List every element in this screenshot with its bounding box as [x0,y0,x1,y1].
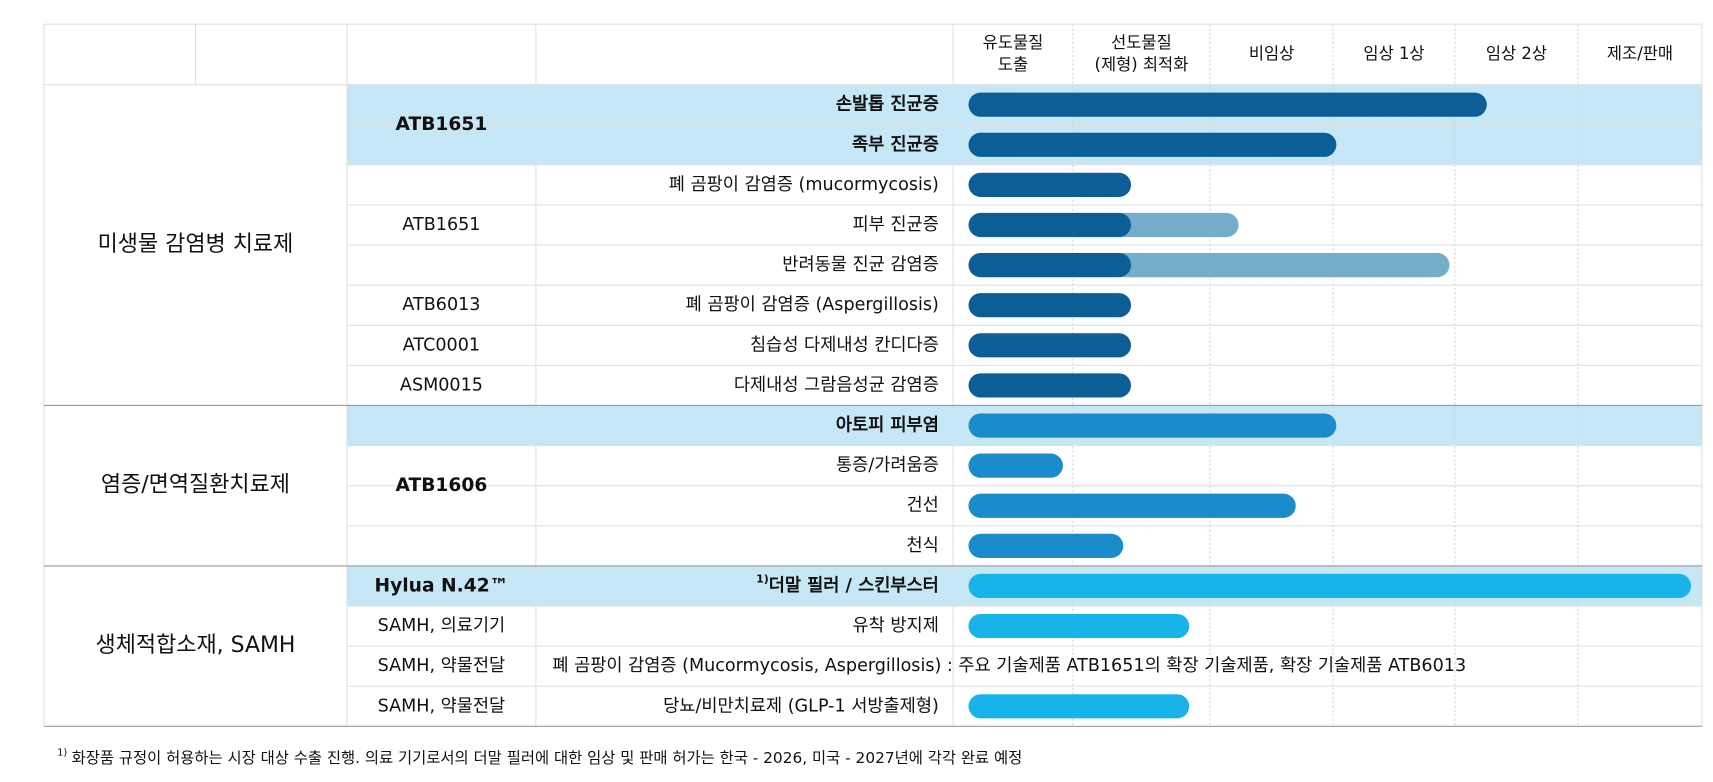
progress-bar [1109,253,1450,278]
indication-label: 당뇨/비만치료제 (GLP-1 서방출제형) [663,696,939,716]
footnote-text: 화장품 규정이 허용하는 시장 대상 수출 진행. 의료 기기로서의 더말 필러… [72,749,1023,767]
progress-bar [968,613,1190,639]
indication-text: 더말 필러 / 스킨부스터 [769,575,939,596]
product-label: ATB1606 [396,475,488,496]
stage-label: 임상 2상 [1486,44,1547,63]
progress-bar [1109,212,1239,238]
indication-label: 폐 곰팡이 감염증 (Mucormycosis, Aspergillosis) … [552,656,1466,676]
group-label: 염증/면역질환치료제 [101,473,290,498]
indication-label: 폐 곰팡이 감염증 (Aspergillosis) [686,295,939,315]
progress-bar [968,212,1132,238]
group-label: 생체적합소재, SAMH [96,633,296,658]
indication-label: 족부 진균증 [852,135,939,155]
product-label: ATB1651 [402,215,480,235]
indication-text: 폐 곰팡이 감염증 (Aspergillosis) [686,295,939,315]
progress-bar [968,172,1132,197]
indication-label: 아토피 피부염 [836,416,939,436]
stage-label: 유도물질 [983,33,1044,52]
stage-label: 제조/판매 [1607,44,1673,63]
indication-text: 폐 곰팡이 감염증 (mucormycosis) [669,175,939,195]
progress-bar [968,132,1337,157]
stage-label: 선도물질 [1111,33,1172,52]
progress-bar [968,533,1124,558]
indication-label: 손발톱 진균증 [836,95,939,115]
indication-text: 피부 진균증 [853,215,939,235]
indication-text: 다제내성 그람음성균 감염증 [734,375,939,395]
group-label: 미생물 감염병 치료제 [98,232,294,257]
product-label: SAMH, 의료기기 [378,616,506,636]
indication-label: 반려동물 진균 감염증 [782,255,939,275]
indication-label: 침습성 다제내성 칸디다증 [750,335,939,355]
indication-text: 건선 [907,496,939,516]
indication-text: 반려동물 진균 감염증 [782,255,939,275]
product-label: SAMH, 약물전달 [378,696,506,716]
progress-bar [968,293,1132,318]
product-label: ATB1651 [396,114,488,135]
progress-bar [968,694,1190,719]
progress-bar [968,92,1487,117]
product-label: Hylua N.42™ [375,575,509,596]
progress-bar [968,253,1132,278]
progress-bar [968,333,1132,358]
indication-label: 통증/가려움증 [836,456,939,476]
progress-bar [968,453,1063,478]
indication-text: 천식 [907,536,939,556]
progress-bar [968,373,1132,398]
indication-text: 아토피 피부염 [836,416,939,436]
progress-bar [968,413,1337,438]
indication-label: 건선 [907,496,939,516]
indication-label: 1)더말 필러 / 스킨부스터 [756,572,939,596]
indication-label: 유착 방지제 [853,616,939,636]
stage-label: 임상 1상 [1363,44,1424,63]
indication-label: 피부 진균증 [853,215,939,235]
indication-text: 당뇨/비만치료제 (GLP-1 서방출제형) [663,696,939,716]
stage-label: (제형) 최적화 [1095,55,1189,74]
indication-text: 족부 진균증 [852,135,939,155]
footnote: 1) 화장품 규정이 허용하는 시장 대상 수출 진행. 의료 기기로서의 더말 … [57,748,1022,767]
indication-text: 유착 방지제 [853,616,939,636]
indication-label: 다제내성 그람음성균 감염증 [734,375,939,395]
indication-label: 폐 곰팡이 감염증 (mucormycosis) [669,175,939,195]
progress-bar [968,573,1692,599]
indication-text: 손발톱 진균증 [836,95,939,115]
stage-label: 도출 [998,55,1028,74]
indication-text: 통증/가려움증 [836,456,939,476]
product-label: SAMH, 약물전달 [378,656,506,676]
stage-label: 비임상 [1249,44,1294,63]
indication-text: 침습성 다제내성 칸디다증 [750,335,939,355]
product-label: ATB6013 [402,295,480,315]
product-label: ASM0015 [400,375,483,395]
progress-bar [968,493,1296,518]
footnote-marker: 1) [57,748,67,759]
product-label: ATC0001 [403,335,480,355]
footnote-marker: 1) [756,572,769,585]
indication-label: 천식 [907,536,939,556]
